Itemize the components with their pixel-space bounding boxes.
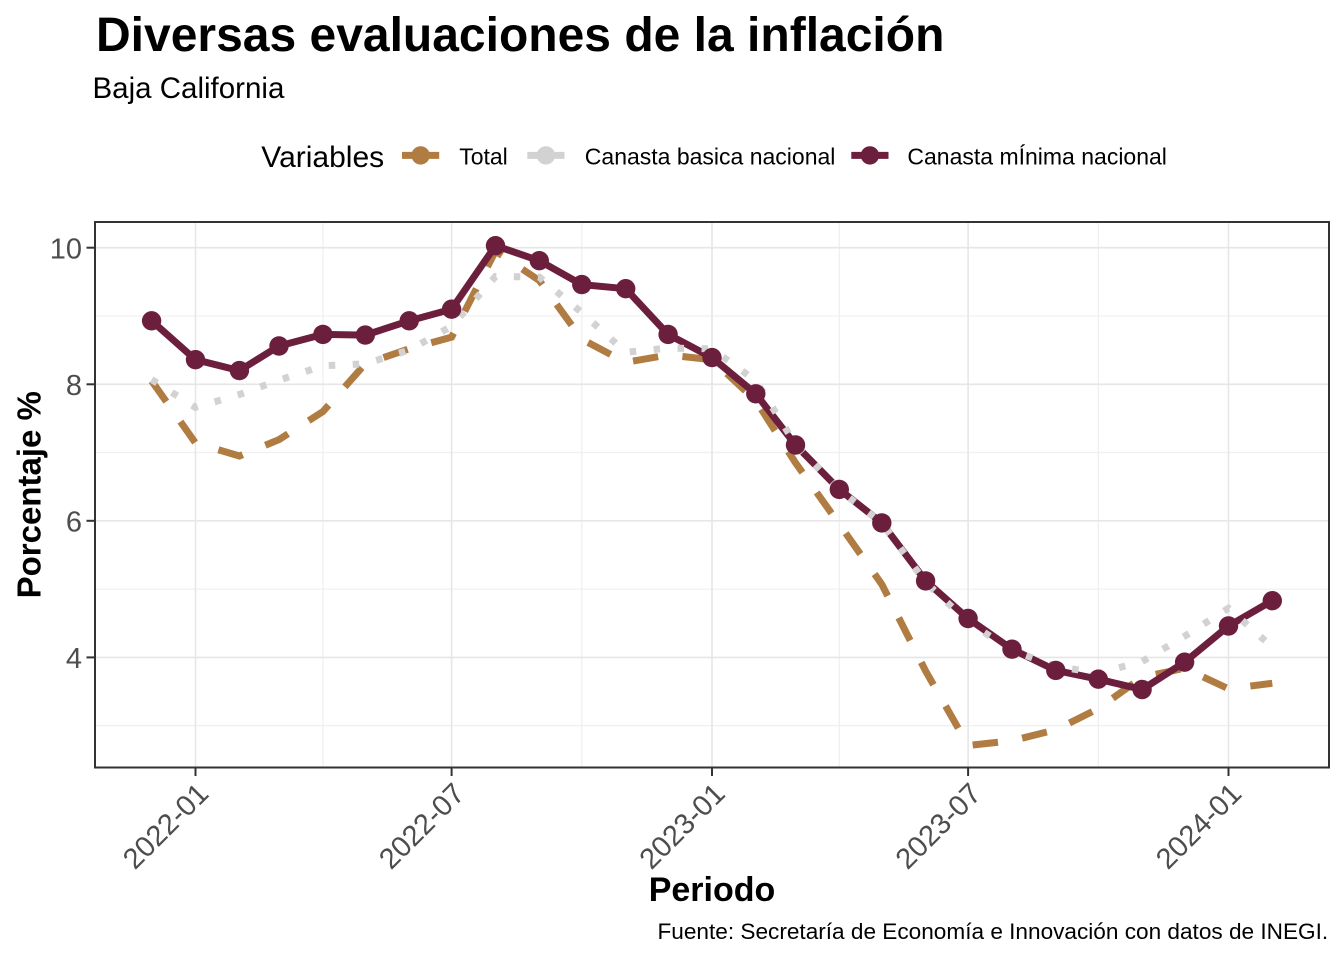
svg-text:8: 8	[66, 370, 82, 402]
svg-text:Baja California: Baja California	[93, 72, 285, 105]
svg-text:4: 4	[66, 643, 82, 675]
svg-text:Canasta basica nacional: Canasta basica nacional	[585, 144, 836, 170]
svg-text:Diversas evaluaciones de la in: Diversas evaluaciones de la inflación	[96, 9, 944, 62]
svg-text:Fuente: Secretaría de Economía: Fuente: Secretaría de Economía e Innovac…	[658, 919, 1329, 944]
svg-text:Total: Total	[459, 144, 508, 170]
svg-text:Canasta mÍnima nacional: Canasta mÍnima nacional	[907, 144, 1167, 170]
svg-text:Variables: Variables	[261, 141, 384, 174]
svg-text:Periodo: Periodo	[649, 871, 776, 909]
svg-text:6: 6	[66, 507, 82, 539]
svg-text:Porcentaje %: Porcentaje %	[11, 391, 48, 598]
svg-text:10: 10	[50, 234, 82, 266]
